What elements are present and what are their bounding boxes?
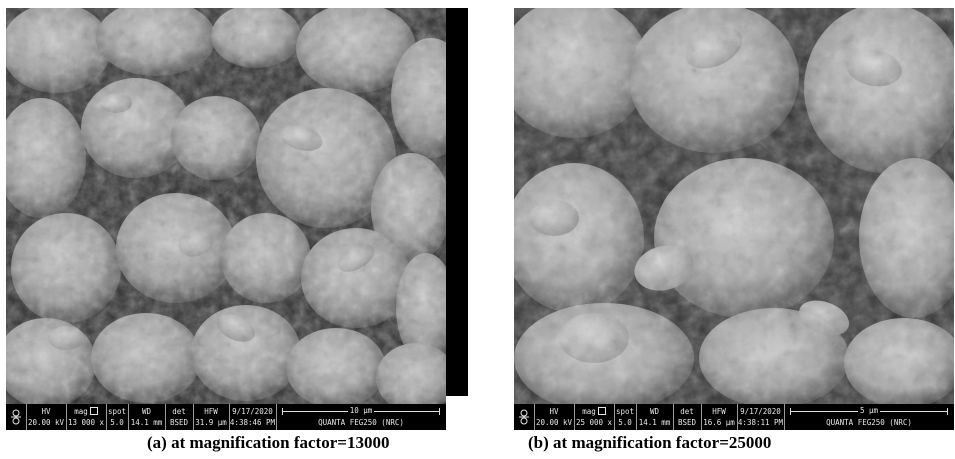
wd-cell: WD 14.1 mm [128,404,166,430]
image-border-strip [446,8,468,396]
hv-cell: HV 20.00 kV [534,404,575,430]
mag-header: mag [74,407,88,416]
scale-bar-tick-left [790,408,791,415]
scale-label: 10 µm [347,406,375,415]
mag-cell: mag 25 000 x [574,404,615,430]
hfw-header: HFW [712,407,726,416]
det-header: det [172,407,186,416]
det-cell: det BSED [165,404,194,430]
scale-label: 5 µm [857,406,881,415]
datetime-cell: 9/17/2020 4:38:11 PM [737,404,785,430]
scale-bar-tick-left [282,408,283,415]
micrograph-image-b [514,8,954,404]
mag-value: 25 000 x [575,418,613,427]
hfw-value: 16.6 µm [703,418,735,427]
hfw-cell: HFW 16.6 µm [701,404,738,430]
date-value: 9/17/2020 [740,407,781,416]
micrograph-image-a [6,8,446,404]
hv-header: HV [549,407,559,416]
mag-header: mag [582,407,596,416]
instrument-label: QUANTA FEG250 (NRC) [826,418,912,427]
fei-logo-icon [11,409,21,425]
scale-bar-tick-right [947,408,948,415]
spot-cell: spot 5.0 [614,404,637,430]
time-value: 4:38:46 PM [229,418,276,427]
wd-header: WD [141,407,152,416]
fei-logo-icon [519,409,529,425]
wd-value: 14.1 mm [638,418,671,427]
spot-value: 5.0 [618,418,632,427]
scale-cell: 10 µm QUANTA FEG250 (NRC) [276,404,446,430]
hfw-value: 31.9 µm [195,418,227,427]
det-header: det [680,407,694,416]
spot-cell: spot 5.0 [106,404,129,430]
wd-header: WD [649,407,660,416]
fei-logo-cell [514,404,535,430]
wd-value: 14.1 mm [130,418,163,427]
sem-databar-b: HV 20.00 kV mag 25 000 x spot 5.0 WD 14.… [514,404,954,430]
spot-header: spot [615,407,635,416]
hv-cell: HV 20.00 kV [26,404,67,430]
mag-box-icon [89,407,98,415]
hfw-header: HFW [204,407,218,416]
fei-logo-cell [6,404,27,430]
datetime-cell: 9/17/2020 4:38:46 PM [229,404,277,430]
spot-value: 5.0 [110,418,124,427]
hv-value: 20.00 kV [27,418,65,427]
mag-cell: mag 13 000 x [66,404,107,430]
scale-bar-tick-right [439,408,440,415]
caption-a: (a) at magnification factor=13000 [147,433,390,452]
sem-panel-a: HV 20.00 kV mag 13 000 x spot 5.0 WD 14.… [6,8,446,430]
mag-box-icon [597,407,606,415]
wd-cell: WD 14.1 mm [636,404,674,430]
mag-value: 13 000 x [67,418,105,427]
spot-header: spot [107,407,127,416]
hv-header: HV [41,407,51,416]
time-value: 4:38:11 PM [737,418,784,427]
caption-b: (b) at magnification factor=25000 [528,433,772,452]
scale-cell: 5 µm QUANTA FEG250 (NRC) [784,404,954,430]
hv-value: 20.00 kV [535,418,573,427]
det-value: BSED [169,418,189,427]
sem-micrograph-b [514,8,954,404]
sem-panel-b: HV 20.00 kV mag 25 000 x spot 5.0 WD 14.… [514,8,954,430]
sem-micrograph-a [6,8,446,404]
det-cell: det BSED [673,404,702,430]
det-value: BSED [677,418,697,427]
instrument-label: QUANTA FEG250 (NRC) [318,418,404,427]
date-value: 9/17/2020 [232,407,273,416]
sem-databar-a: HV 20.00 kV mag 13 000 x spot 5.0 WD 14.… [6,404,446,430]
hfw-cell: HFW 31.9 µm [193,404,230,430]
